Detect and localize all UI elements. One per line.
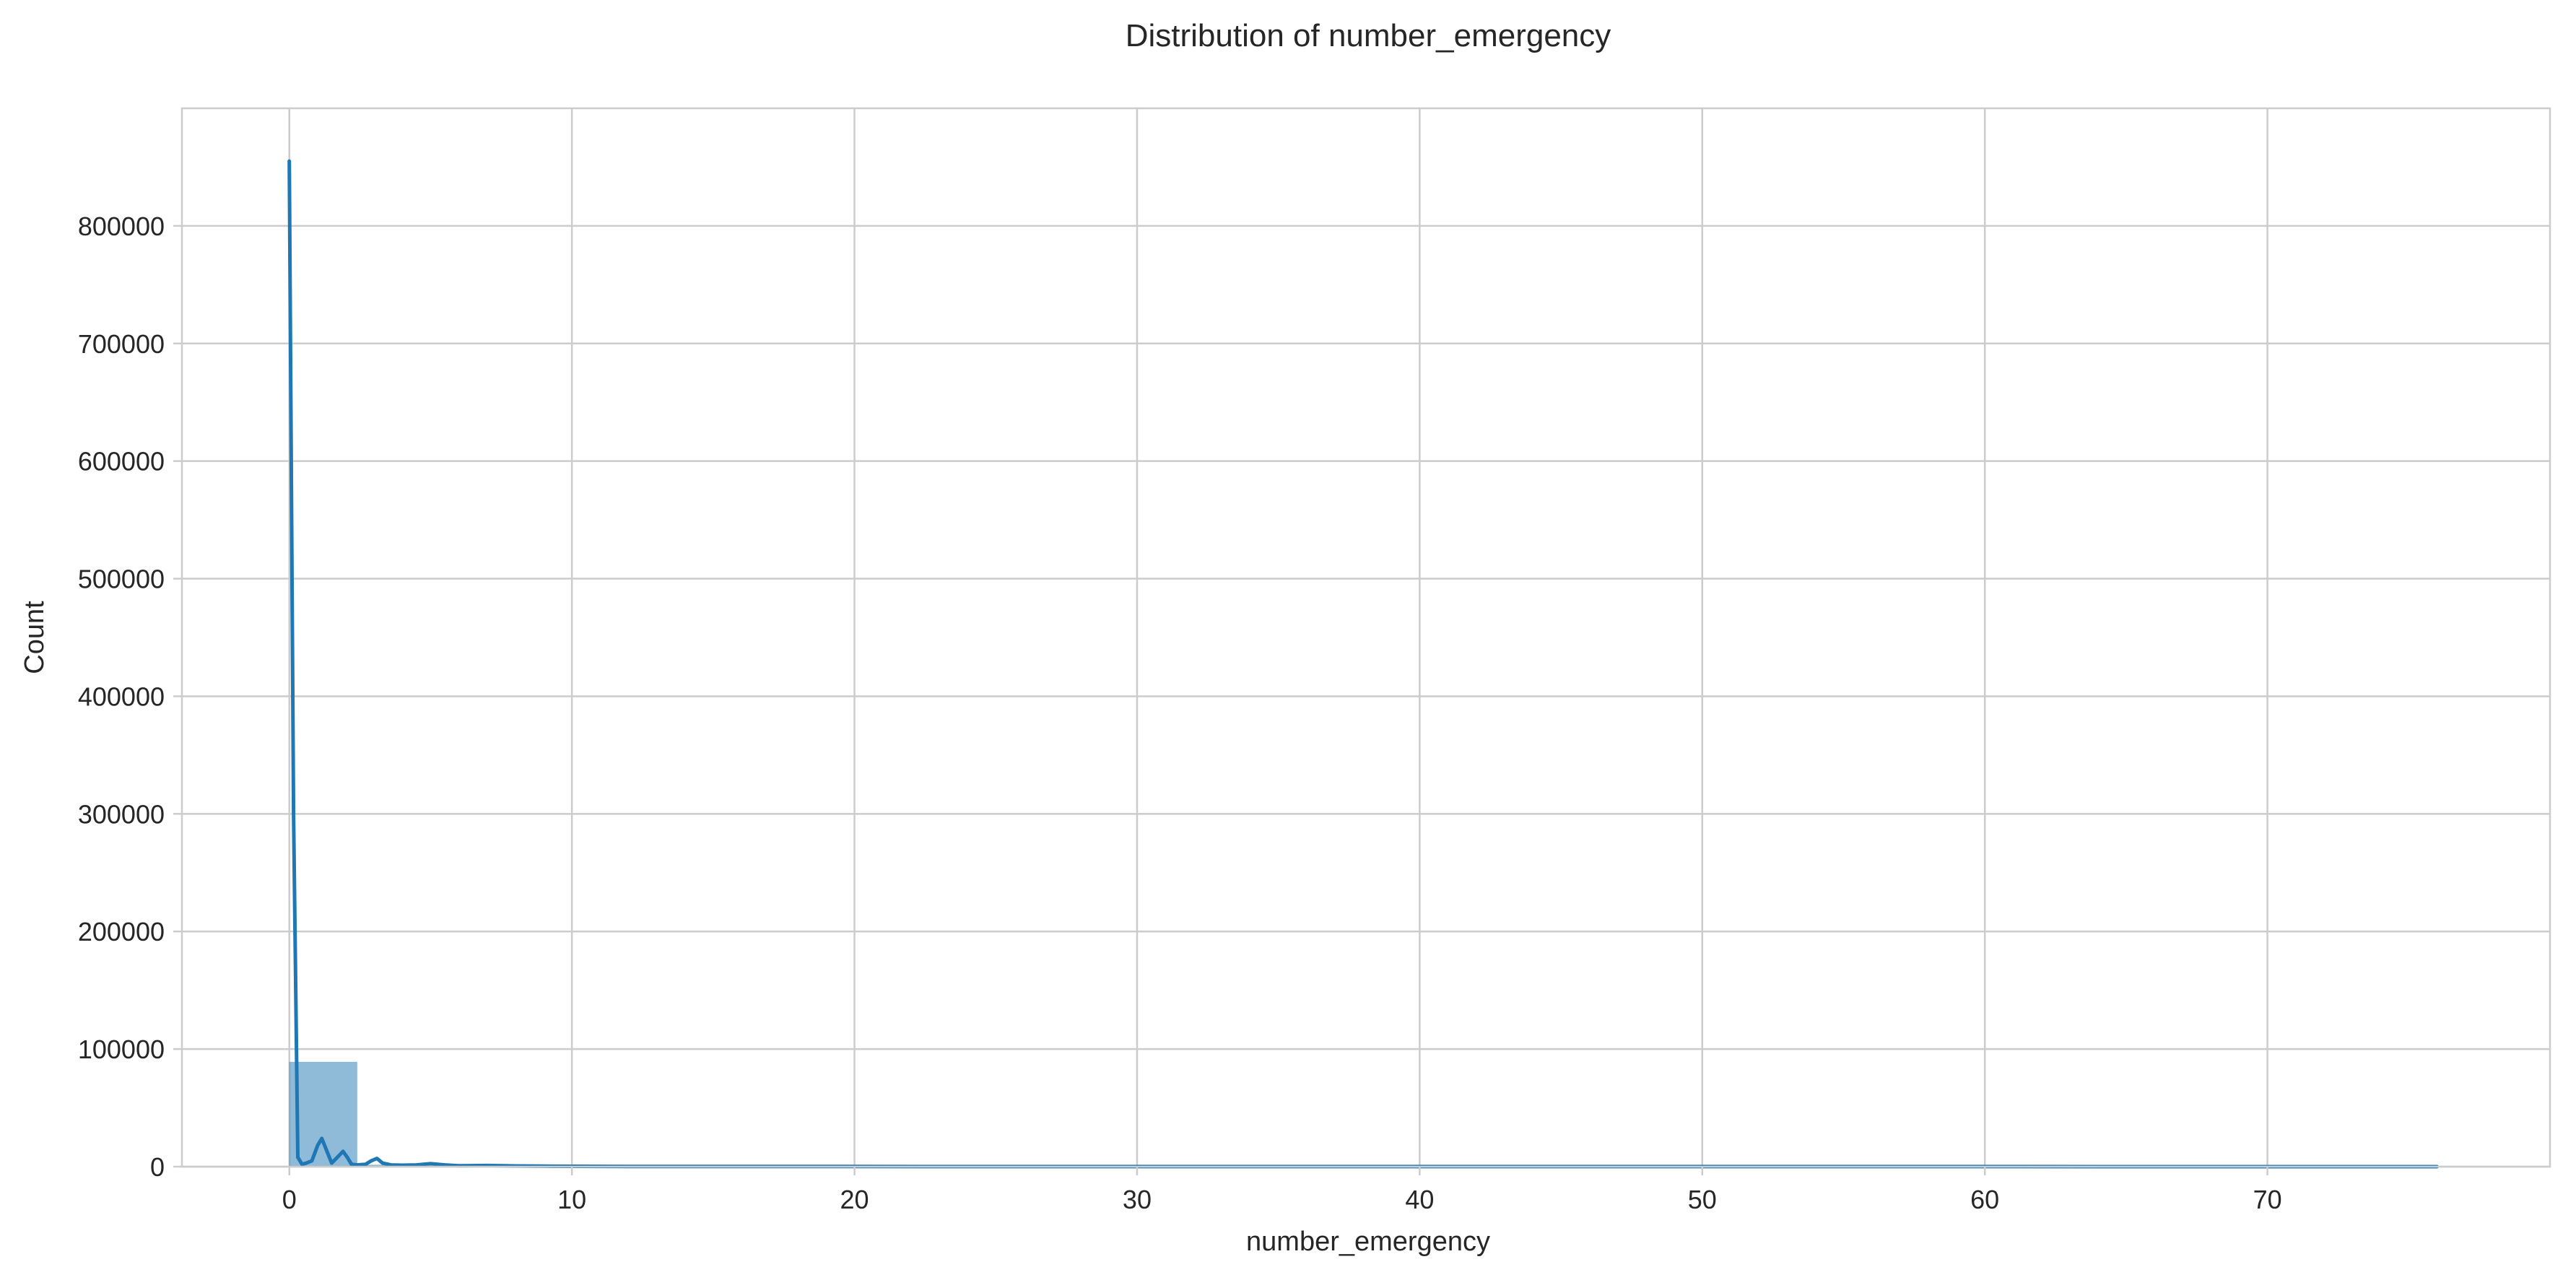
- y-tick-label: 500000: [78, 565, 165, 594]
- y-tick-label: 400000: [78, 682, 165, 711]
- x-tick-label: 60: [1970, 1185, 1999, 1214]
- y-axis-label: Count: [19, 601, 50, 674]
- x-tick-label: 0: [282, 1185, 297, 1214]
- x-tick-label: 70: [2253, 1185, 2282, 1214]
- plot-frame: [182, 108, 2550, 1167]
- x-tick-label: 30: [1123, 1185, 1152, 1214]
- y-tick-label: 100000: [78, 1035, 165, 1064]
- x-tick-label: 50: [1688, 1185, 1717, 1214]
- y-tick-label: 200000: [78, 917, 165, 946]
- x-tick-label: 10: [557, 1185, 586, 1214]
- x-axis-ticks: 0 10 20 30 40 50 60 70: [282, 1167, 2282, 1214]
- grid: [182, 108, 2550, 1167]
- y-axis-ticks: 0 100000 200000 300000 400000 500000 600000 700…: [78, 212, 182, 1182]
- y-tick-label: 700000: [78, 329, 165, 359]
- x-axis-label: number_emergency: [1246, 1227, 1490, 1257]
- x-tick-label: 40: [1405, 1185, 1434, 1214]
- y-tick-label: 300000: [78, 799, 165, 829]
- y-tick-label: 600000: [78, 447, 165, 476]
- x-tick-label: 20: [840, 1185, 869, 1214]
- histogram-bars: [290, 1062, 2437, 1167]
- kde-line-layer: [290, 161, 2437, 1167]
- y-tick-label: 0: [150, 1152, 165, 1182]
- chart-title: Distribution of number_emergency: [1126, 18, 1611, 53]
- kde-line: [290, 161, 2437, 1167]
- y-tick-label: 800000: [78, 212, 165, 241]
